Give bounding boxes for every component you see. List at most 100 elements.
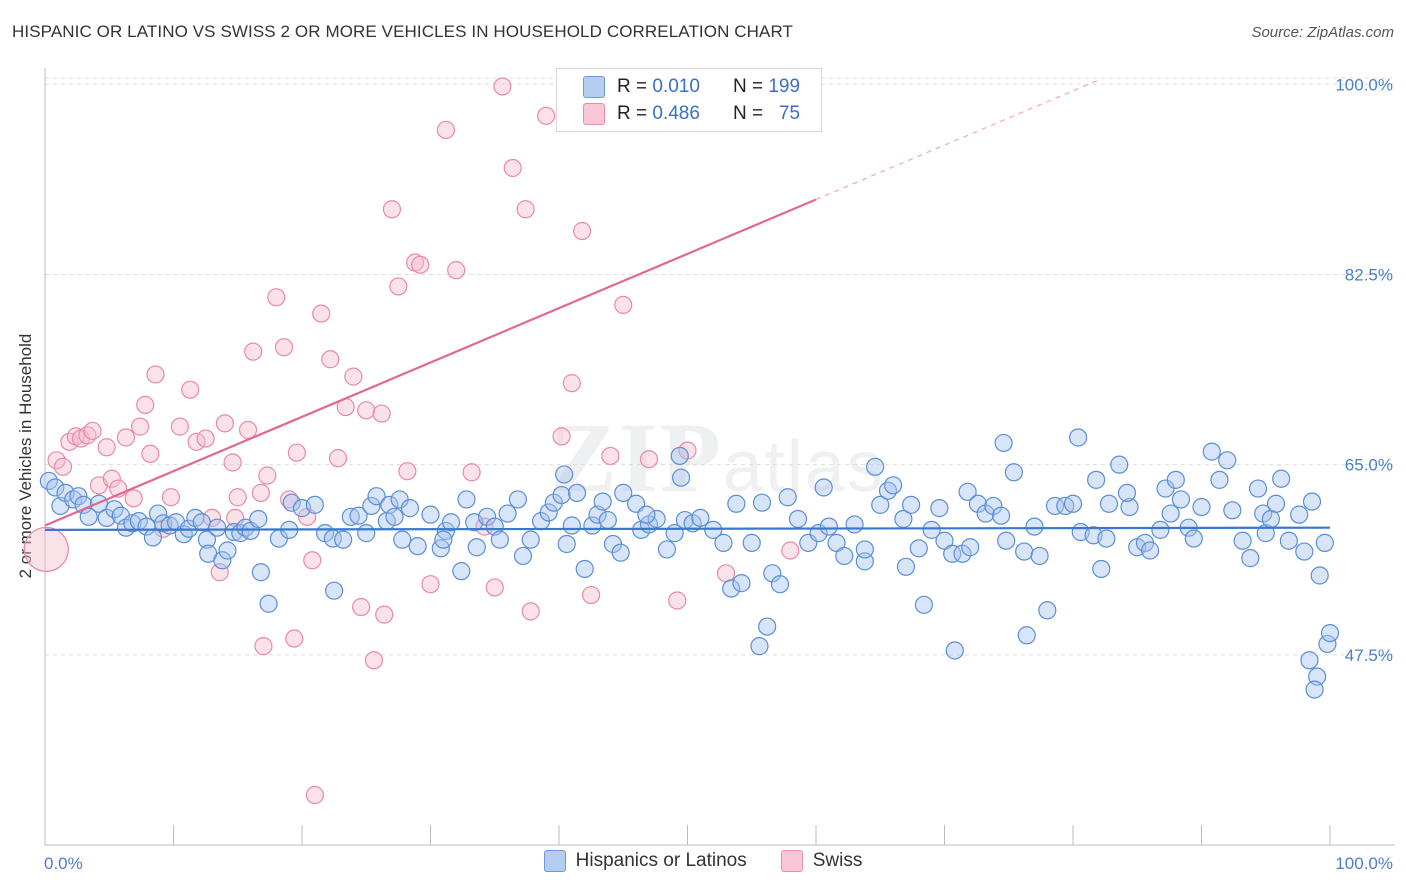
hispanic-point bbox=[976, 504, 995, 523]
legend-swatch-pink bbox=[583, 103, 605, 125]
swiss-point bbox=[668, 591, 687, 610]
hispanic-point bbox=[598, 510, 617, 530]
hispanic-point bbox=[778, 488, 797, 507]
hispanic-point bbox=[637, 505, 656, 524]
hispanic-point bbox=[1295, 542, 1314, 561]
hispanic-point bbox=[909, 539, 928, 558]
hispanic-point bbox=[208, 518, 227, 537]
swiss-point bbox=[493, 77, 512, 96]
hispanic-point bbox=[349, 506, 368, 525]
hispanic-point bbox=[457, 490, 476, 509]
hispanic-point bbox=[341, 507, 360, 526]
hispanic-point bbox=[657, 540, 677, 559]
hispanic-point bbox=[878, 481, 898, 500]
hispanic-point bbox=[901, 495, 921, 514]
hispanic-point bbox=[1171, 490, 1191, 509]
hispanic-point bbox=[1241, 549, 1260, 568]
hispanic-point bbox=[236, 518, 255, 537]
swiss-point bbox=[97, 438, 116, 457]
hispanic-point bbox=[671, 468, 691, 487]
hispanic-point bbox=[1272, 469, 1291, 488]
hispanic-point bbox=[722, 579, 741, 598]
legend-row-hispanic: R = 0.010 N = 199 bbox=[583, 73, 800, 101]
swiss-point bbox=[181, 380, 200, 399]
hispanic-point bbox=[1017, 626, 1036, 645]
swiss-point bbox=[521, 602, 540, 621]
hispanic-point bbox=[835, 546, 854, 566]
series-legend-label: Swiss bbox=[812, 850, 863, 871]
swiss-point bbox=[303, 551, 322, 570]
stats-legend: R = 0.010 N = 199 R = 0.486 N = 75 bbox=[556, 68, 822, 132]
swiss-point bbox=[170, 417, 190, 436]
hispanic-point bbox=[434, 530, 453, 549]
swiss-point bbox=[223, 453, 242, 472]
hispanic-point bbox=[1120, 497, 1139, 517]
hispanic-point bbox=[1184, 529, 1203, 548]
hispanic-point bbox=[883, 476, 903, 495]
hispanic-point bbox=[39, 471, 58, 491]
swiss-point bbox=[582, 585, 601, 605]
hispanic-point bbox=[477, 507, 497, 526]
hispanic-point bbox=[400, 499, 420, 518]
hispanic-point bbox=[1233, 531, 1252, 550]
hispanic-point bbox=[1279, 531, 1298, 550]
hispanic-point bbox=[251, 563, 270, 582]
x-tick-label: 0.0% bbox=[44, 854, 83, 873]
swiss-point bbox=[136, 395, 155, 414]
hispanic-point bbox=[958, 482, 977, 501]
swiss-trend-extension bbox=[815, 79, 1099, 201]
legend-n-value: 199 bbox=[768, 76, 801, 97]
swiss-point bbox=[375, 605, 394, 624]
hispanic-point bbox=[1063, 494, 1083, 513]
series-swatch-pink bbox=[780, 850, 803, 872]
hispanic-point bbox=[1110, 455, 1129, 474]
legend-n-label: N = bbox=[732, 76, 764, 97]
legend-r-label: R = bbox=[617, 76, 648, 97]
hispanic-point bbox=[593, 492, 612, 511]
swiss-point bbox=[344, 367, 363, 386]
hispanic-point bbox=[521, 530, 540, 549]
hispanic-point bbox=[1117, 483, 1137, 503]
hispanic-point bbox=[758, 617, 777, 636]
hispanic-point bbox=[421, 505, 440, 524]
hispanic-point bbox=[1210, 470, 1229, 489]
legend-r-value: 0.010 bbox=[652, 76, 700, 97]
hispanic-point bbox=[819, 517, 838, 536]
hispanic-point bbox=[1161, 504, 1180, 523]
hispanic-point bbox=[334, 530, 353, 549]
swiss-point bbox=[503, 158, 522, 178]
series-legend-label: Hispanics or Latinos bbox=[575, 850, 747, 871]
hispanic-point bbox=[914, 595, 934, 614]
swiss-point bbox=[352, 597, 371, 617]
hispanic-point bbox=[513, 546, 533, 566]
swiss-point bbox=[305, 785, 324, 805]
swiss-point bbox=[53, 457, 73, 476]
y-tick-label: 47.5% bbox=[1345, 646, 1393, 665]
hispanic-point bbox=[1151, 520, 1170, 539]
swiss-point bbox=[215, 414, 234, 433]
swiss-point bbox=[196, 429, 215, 448]
hispanic-point bbox=[1261, 509, 1280, 529]
hispanic-point bbox=[259, 594, 278, 613]
swiss-point bbox=[83, 421, 102, 441]
hispanic-point bbox=[866, 457, 885, 476]
swiss-point bbox=[382, 200, 402, 219]
hispanic-point bbox=[727, 494, 746, 513]
swiss-point bbox=[287, 443, 306, 462]
hispanic-point bbox=[1092, 559, 1111, 579]
swiss-point bbox=[537, 106, 556, 125]
series-legend-hispanic: Hispanics or Latinos bbox=[543, 850, 747, 872]
hispanic-point bbox=[1045, 496, 1065, 516]
y-tick-label: 65.0% bbox=[1345, 456, 1393, 475]
swiss-point bbox=[258, 466, 277, 485]
hispanic-point bbox=[575, 559, 594, 579]
y-tick-label: 82.5% bbox=[1345, 265, 1393, 284]
hispanic-point bbox=[968, 494, 988, 513]
hispanic-point bbox=[385, 507, 404, 526]
hispanic-point bbox=[614, 483, 633, 503]
swiss-point bbox=[321, 350, 340, 369]
hispanic-point bbox=[1202, 442, 1221, 461]
hispanic-point bbox=[143, 528, 163, 547]
hispanic-point bbox=[1004, 463, 1023, 482]
swiss-point bbox=[238, 420, 258, 439]
